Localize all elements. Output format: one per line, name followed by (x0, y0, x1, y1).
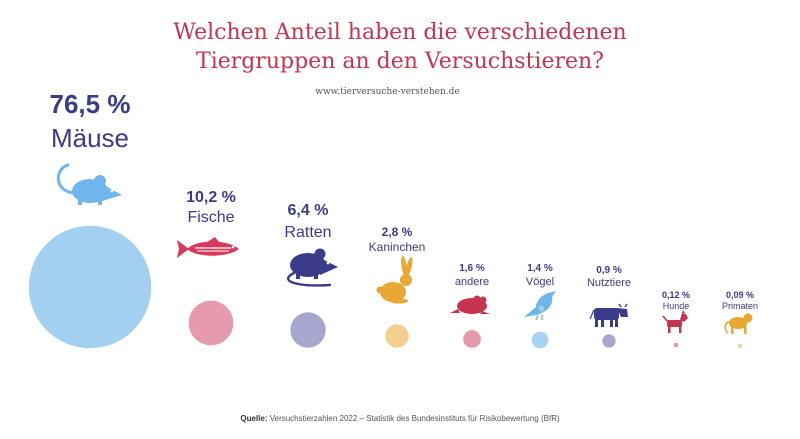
bubble-4 (463, 330, 481, 348)
category-label-7: Hunde (663, 301, 690, 311)
bubble-5 (531, 331, 549, 349)
fish-icon (177, 237, 239, 258)
title-line-1: Welchen Anteil haben die verschiedenen (173, 20, 627, 45)
bird-icon (524, 291, 556, 321)
bubble-6 (602, 334, 616, 348)
category-label-4: andere (455, 276, 489, 288)
cow-icon (589, 303, 628, 327)
frog-icon (450, 295, 490, 314)
category-label-0: Mäuse (51, 123, 129, 153)
category-label-2: Ratten (284, 224, 331, 241)
value-label-7: 0,12 % (662, 290, 690, 300)
rabbit-icon (376, 256, 413, 304)
dog-icon (662, 310, 688, 333)
value-label-3: 2,8 % (382, 225, 413, 239)
bubble-1 (188, 300, 234, 346)
website-url[interactable]: www.tierversuche-verstehen.de (315, 87, 460, 97)
value-label-6: 0,9 % (596, 265, 622, 276)
category-label-1: Fische (187, 209, 234, 226)
bubble-0 (28, 225, 152, 349)
value-label-5: 1,4 % (527, 263, 553, 274)
bubble-2 (290, 312, 326, 348)
value-label-2: 6,4 % (288, 202, 329, 219)
bubble-8 (737, 343, 743, 349)
value-label-8: 0,09 % (726, 290, 754, 300)
value-label-0: 76,5 % (50, 89, 131, 119)
source-text: Versuchstierzahlen 2022 – Statistik des … (269, 414, 560, 423)
mouse-icon (57, 163, 122, 205)
monkey-icon (724, 313, 753, 334)
chart-title: Welchen Anteil haben die verschiedenen T… (0, 18, 800, 76)
source-label: Quelle: (240, 414, 268, 423)
bubble-3 (385, 324, 409, 348)
source-note: Quelle: Versuchstierzahlen 2022 – Statis… (0, 414, 800, 423)
value-label-1: 10,2 % (186, 189, 236, 206)
category-label-3: Kaninchen (369, 240, 426, 254)
category-label-5: Vögel (526, 276, 554, 288)
value-label-4: 1,6 % (459, 263, 485, 274)
bubble-7 (673, 342, 679, 348)
title-line-2: Tiergruppen an den Versuchstieren? (196, 49, 604, 74)
category-label-6: Nutztiere (587, 277, 631, 289)
category-label-8: Primaten (722, 301, 758, 311)
rat-icon (286, 248, 338, 287)
